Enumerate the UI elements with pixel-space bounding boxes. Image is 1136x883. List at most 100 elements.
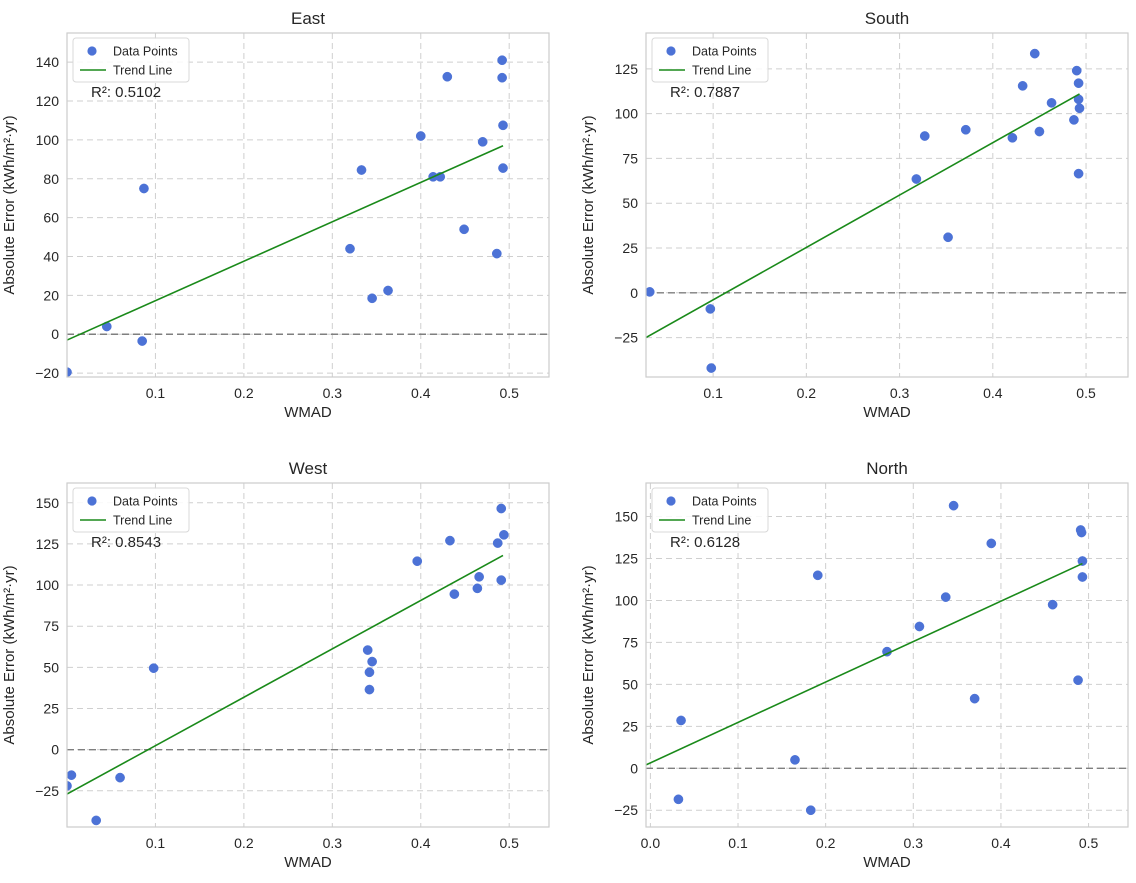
data-point xyxy=(383,285,393,296)
data-point xyxy=(706,363,717,373)
y-tick-label: 80 xyxy=(43,171,59,187)
data-point xyxy=(497,55,507,66)
data-point xyxy=(805,805,816,816)
y-tick-label: 20 xyxy=(43,287,59,303)
data-point xyxy=(472,583,483,594)
x-tick-label: 0.1 xyxy=(728,835,748,851)
legend: Data Points Trend Line xyxy=(72,37,190,83)
y-axis-label: Absolute Error (kWh/m²·yr) xyxy=(1,115,18,294)
data-point xyxy=(1073,675,1083,686)
data-point xyxy=(477,136,488,147)
r2-annotation: R²: 0.7887 xyxy=(670,84,740,101)
plot-frame xyxy=(66,32,550,378)
y-tick-label: −25 xyxy=(614,330,638,346)
data-point xyxy=(969,693,980,704)
data-point xyxy=(345,243,355,254)
data-point xyxy=(1073,168,1084,179)
data-point xyxy=(115,772,125,783)
data-point xyxy=(498,120,508,131)
y-tick-label: 100 xyxy=(36,132,60,148)
data-point xyxy=(491,248,502,259)
data-point xyxy=(367,656,377,667)
data-point xyxy=(412,556,423,567)
y-tick-label: 60 xyxy=(43,210,59,226)
trend-line xyxy=(67,554,504,795)
plot-area xyxy=(67,33,549,377)
data-point xyxy=(914,621,925,632)
y-tick-label: 150 xyxy=(36,495,60,511)
data-point xyxy=(960,124,971,135)
data-point xyxy=(1046,98,1057,108)
legend-label-trend: Trend Line xyxy=(113,514,172,528)
y-tick-label: 100 xyxy=(615,106,639,122)
x-tick-label: 0.4 xyxy=(411,835,431,851)
y-tick-label: 50 xyxy=(622,676,638,692)
legend-point-marker xyxy=(87,46,97,56)
y-tick-label: 0 xyxy=(630,285,638,301)
r2-annotation: R²: 0.8543 xyxy=(91,534,161,551)
data-point xyxy=(364,667,375,678)
y-tick-label: −25 xyxy=(35,783,59,799)
x-tick-label: 0.5 xyxy=(499,385,519,401)
legend-box xyxy=(651,37,769,83)
data-point xyxy=(911,174,922,184)
y-tick-label: 0 xyxy=(630,760,638,776)
y-tick-label: 150 xyxy=(615,509,639,525)
y-tick-label: 40 xyxy=(43,249,59,265)
y-tick-label: 100 xyxy=(36,577,60,593)
panel-west: 0.1 0.2 0.3 0.4 0.5 −25 0 25 50 75 100 125 150 West WM… xyxy=(1,459,550,871)
x-tick-label: 0.4 xyxy=(411,385,431,401)
panel-south: 0.1 0.2 0.3 0.4 0.5 −25 0 25 50 75 100 125 South WMAD… xyxy=(580,9,1129,421)
x-tick-label: 0.5 xyxy=(1076,385,1096,401)
y-tick-label: 125 xyxy=(615,551,639,567)
data-point xyxy=(646,287,655,297)
legend: Data Points Trend Line xyxy=(72,487,190,533)
y-tick-label: 75 xyxy=(43,618,59,634)
x-tick-label: 0.5 xyxy=(499,835,519,851)
data-point xyxy=(1073,78,1084,89)
data-point xyxy=(148,663,159,674)
y-tick-label: 100 xyxy=(615,592,639,608)
x-tick-label: 0.4 xyxy=(983,385,1003,401)
x-tick-label: 0.5 xyxy=(1079,835,1099,851)
panel-east: 0.1 0.2 0.3 0.4 0.5 −20 0 20 40 60 80 100 120 140 East… xyxy=(1,9,550,421)
plot-frame xyxy=(645,32,1129,378)
plot-frame xyxy=(645,482,1129,828)
data-point xyxy=(1077,572,1088,582)
data-points xyxy=(67,503,509,826)
y-tick-label: 25 xyxy=(622,718,638,734)
y-tick-label: −20 xyxy=(35,365,59,381)
y-tick-label: 50 xyxy=(43,659,59,675)
legend-label-trend: Trend Line xyxy=(692,64,751,78)
x-tick-label: 0.1 xyxy=(146,385,166,401)
trend-line xyxy=(646,93,1080,339)
data-point xyxy=(1017,81,1028,91)
x-tick-label: 0.2 xyxy=(234,385,254,401)
data-point xyxy=(445,535,455,546)
data-point xyxy=(705,304,716,314)
data-point xyxy=(496,503,507,514)
legend-box xyxy=(651,487,769,533)
trend-line xyxy=(67,144,504,341)
data-point xyxy=(356,165,367,175)
x-tick-label: 0.3 xyxy=(323,835,343,851)
trend-line xyxy=(646,562,1083,766)
data-point xyxy=(137,336,148,346)
legend-box xyxy=(72,487,190,533)
data-point xyxy=(790,755,800,765)
y-axis-label: Absolute Error (kWh/m²·yr) xyxy=(1,565,18,744)
data-point xyxy=(459,224,469,235)
data-point xyxy=(1077,556,1088,566)
y-tick-label: 25 xyxy=(43,700,59,716)
plot-area xyxy=(646,33,1128,377)
panel-north: 0.0 0.1 0.2 0.3 0.4 0.5 −25 0 25 50 75 100 125 150 Nor… xyxy=(580,459,1129,871)
x-tick-label: 0.3 xyxy=(323,385,343,401)
x-axis-label: WMAD xyxy=(284,404,332,421)
x-tick-label: 0.4 xyxy=(991,835,1011,851)
y-axis-label: Absolute Error (kWh/m²·yr) xyxy=(580,565,597,744)
data-point xyxy=(67,770,77,781)
y-tick-label: 0 xyxy=(51,742,59,758)
x-tick-label: 0.3 xyxy=(904,835,924,851)
